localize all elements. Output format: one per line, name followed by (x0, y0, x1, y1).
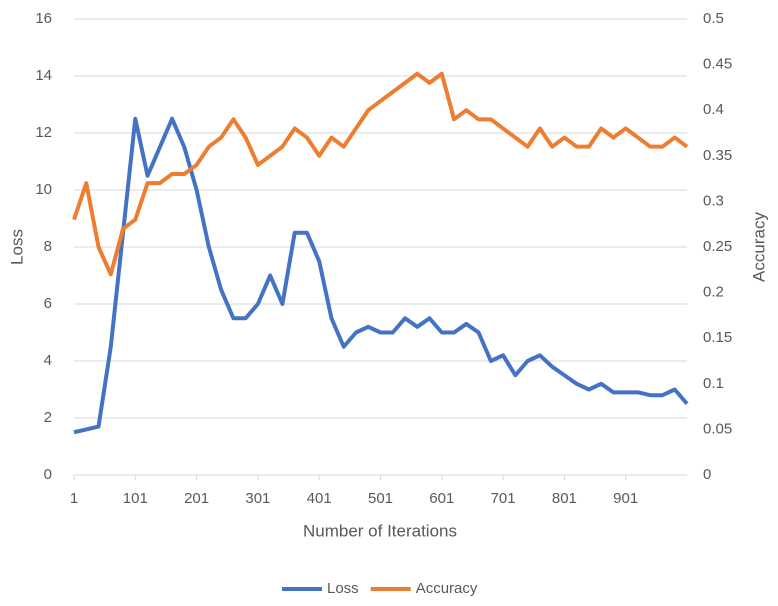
y-tick-label: 6 (44, 295, 52, 312)
x-tick-label: 601 (429, 490, 454, 507)
y-tick-label: 8 (44, 238, 52, 255)
y2-axis-label: Accuracy (749, 212, 768, 282)
x-tick-label: 101 (123, 490, 148, 507)
x-tick-label: 801 (552, 490, 577, 507)
x-tick-label: 901 (613, 490, 638, 507)
y2-tick-label: 0.25 (703, 238, 732, 255)
y2-tick-label: 0.3 (703, 192, 724, 209)
y2-tick-label: 0.5 (703, 10, 724, 27)
y-tick-label: 2 (44, 409, 52, 426)
x-tick-label: 401 (307, 490, 332, 507)
y2-tick-label: 0.45 (703, 56, 732, 73)
y-tick-label: 14 (35, 67, 52, 84)
line-0 (73, 116, 689, 435)
y-axis-label: Loss (7, 229, 26, 265)
x-tick-label: 201 (184, 490, 209, 507)
y-tick-label: 0 (44, 466, 52, 483)
legend-label: Loss (327, 580, 359, 597)
y2-tick-label: 0.15 (703, 329, 732, 346)
x-tick-label: 701 (491, 490, 516, 507)
y2-tick-label: 0.05 (703, 420, 732, 437)
y-tick-label: 12 (35, 124, 52, 141)
y2-tick-label: 0 (703, 466, 711, 483)
y-tick-label: 4 (44, 352, 52, 369)
y2-tick-label: 0.1 (703, 375, 724, 392)
y2-tick-label: 0.35 (703, 147, 732, 164)
legend-label: Accuracy (416, 580, 478, 597)
x-axis-label: Number of Iterations (303, 521, 457, 540)
y-tick-label: 16 (35, 10, 52, 27)
y2-tick-label: 0.4 (703, 101, 724, 118)
x-tick-label: 501 (368, 490, 393, 507)
x-tick-label: 301 (245, 490, 270, 507)
x-tick-label: 1 (70, 490, 78, 507)
y-tick-label: 10 (35, 181, 52, 198)
y2-tick-label: 0.2 (703, 284, 724, 301)
line-1 (72, 71, 689, 277)
